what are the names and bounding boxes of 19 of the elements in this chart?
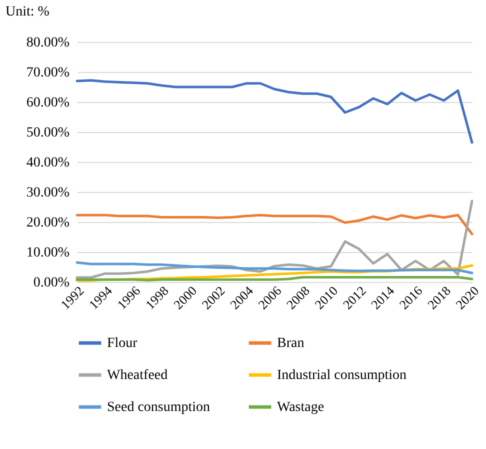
- y-tick-label: 0.00%: [33, 276, 70, 290]
- y-axis-title: Unit: %: [6, 4, 50, 20]
- y-tick-label: 40.00%: [26, 156, 70, 170]
- y-tick-label: 50.00%: [26, 126, 70, 140]
- legend-label: Industrial consumption: [277, 368, 406, 383]
- legend-label: Bran: [277, 336, 304, 351]
- legend-label: Seed consumption: [107, 400, 210, 415]
- y-tick-label: 80.00%: [26, 36, 70, 50]
- y-tick-label: 10.00%: [26, 246, 70, 260]
- y-tick-label: 30.00%: [26, 186, 70, 200]
- y-tick-label: 20.00%: [26, 216, 70, 230]
- line-series: [76, 214, 474, 236]
- y-tick-label: 70.00%: [26, 66, 70, 80]
- legend-label: Wheatfeed: [107, 368, 168, 383]
- legend-label: Flour: [107, 336, 138, 351]
- y-tick-label: 60.00%: [26, 96, 70, 110]
- line-series: [76, 79, 474, 144]
- legend-label: Wastage: [277, 400, 324, 415]
- line-series: [76, 261, 474, 274]
